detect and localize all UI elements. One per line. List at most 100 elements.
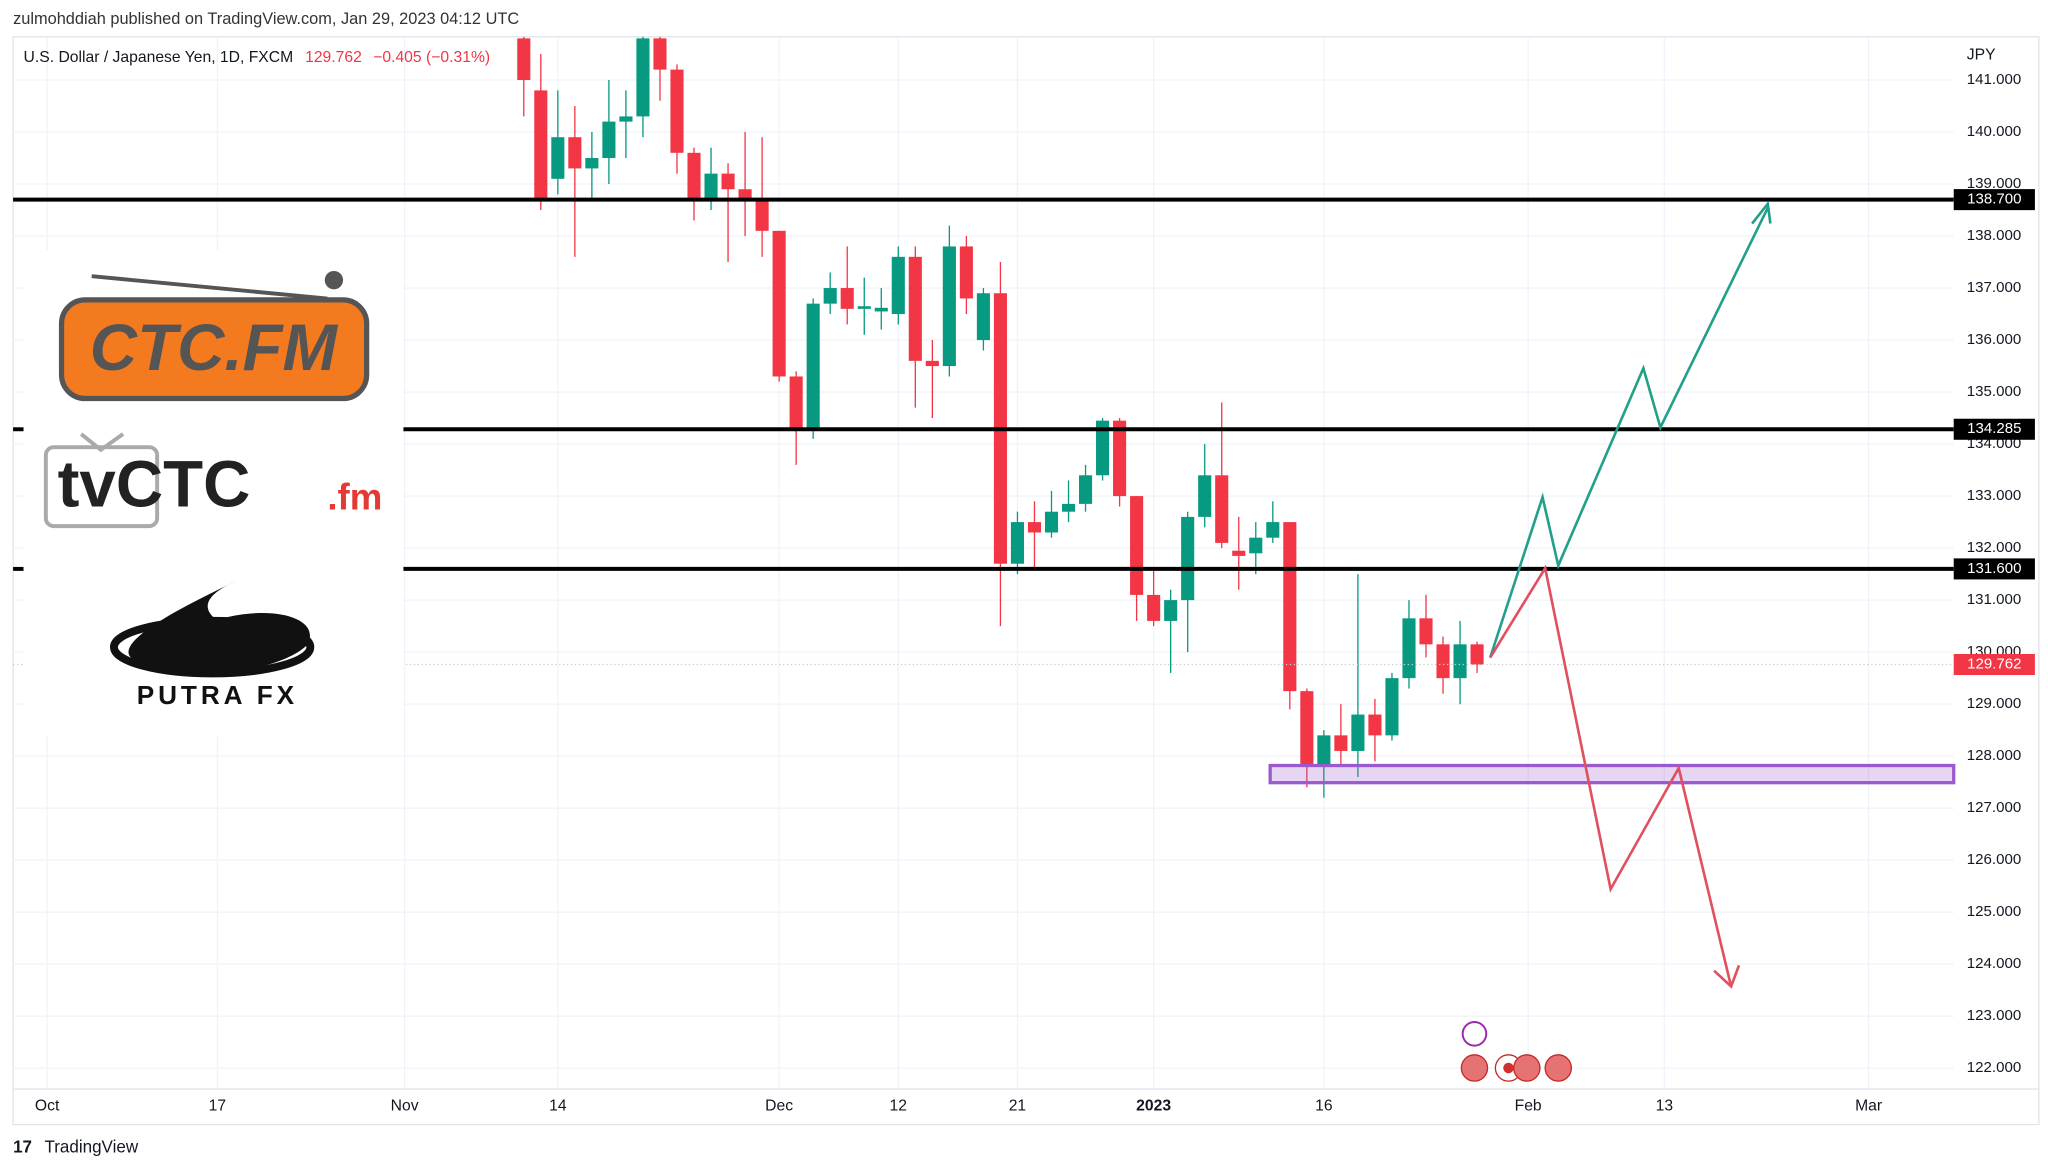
candle-body [1300, 691, 1314, 767]
y-tick-label: 125.000 [1967, 903, 2021, 920]
candle-body [891, 256, 905, 315]
level-box [1953, 189, 2035, 211]
logo-ctcfm: CTC.FM [90, 311, 339, 384]
candle-body [1147, 594, 1161, 621]
candle-body [619, 116, 633, 122]
candle-body [755, 199, 769, 231]
candle-body [602, 121, 616, 159]
level-label: 138.700 [1967, 191, 2021, 208]
candle-body [1402, 618, 1416, 679]
candle-body [840, 288, 854, 309]
level-box [1953, 418, 2035, 440]
candle-body [1010, 522, 1024, 564]
candle-body [636, 38, 650, 117]
candle-body [1061, 503, 1076, 512]
y-tick-label: 139.000 [1967, 175, 2021, 192]
candle-body [1130, 496, 1144, 595]
candle-body [772, 230, 786, 377]
y-tick-label: 138.000 [1967, 227, 2021, 244]
candle-body [1044, 511, 1059, 533]
x-tick-label: 14 [549, 1097, 567, 1114]
y-tick-label: 127.000 [1967, 799, 2021, 816]
x-tick-label: 2023 [1136, 1097, 1171, 1114]
currency: JPY [1967, 46, 1996, 63]
x-tick-label: Dec [765, 1097, 793, 1114]
logo-swirl [128, 581, 310, 674]
candle-body [1419, 618, 1433, 645]
arrow-head [1713, 964, 1741, 989]
candle-body [1470, 644, 1484, 665]
candle-body [517, 38, 531, 80]
x-tick-label: 16 [1315, 1097, 1333, 1114]
y-tick-label: 128.000 [1967, 747, 2021, 764]
candle-body [1351, 714, 1365, 751]
x-tick-label: 12 [890, 1097, 907, 1114]
x-tick-label: Feb [1515, 1097, 1542, 1114]
logo-fm: .fm [327, 476, 382, 517]
event-icons [1460, 1020, 1573, 1082]
y-tick-label: 137.000 [1967, 279, 2021, 296]
logo-ctcfm-box [58, 297, 370, 402]
y-tick-label: 132.000 [1967, 539, 2021, 556]
bearish-projection [1489, 564, 1733, 987]
candle-body [1096, 420, 1110, 476]
candle-body [534, 90, 548, 200]
bullish-projection [1488, 207, 1769, 659]
candle-body [959, 246, 973, 299]
y-tick-label: 133.000 [1967, 487, 2021, 504]
y-tick-label: 124.000 [1967, 955, 2021, 972]
candle-body [568, 137, 582, 169]
y-tick-label: 122.000 [1967, 1059, 2021, 1076]
x-tick-label: Mar [1855, 1097, 1882, 1114]
arrow-head [1751, 200, 1772, 225]
candle-body [1385, 678, 1399, 736]
candle-body [874, 307, 888, 312]
candle-body [1027, 522, 1042, 533]
candle-body [1453, 644, 1467, 679]
x-tick-label: 17 [209, 1097, 226, 1114]
candle-body [653, 38, 667, 70]
published-by: zulmohddiah published on TradingView.com… [13, 10, 519, 28]
y-tick-label: 140.000 [1967, 123, 2021, 140]
candle-body [1283, 522, 1297, 692]
candle-body [1266, 522, 1280, 538]
y-tick-label: 126.000 [1967, 851, 2021, 868]
y-tick-label: 123.000 [1967, 1007, 2021, 1024]
candle-body [1317, 735, 1331, 767]
candle-body [1181, 516, 1195, 601]
candle-body [585, 158, 599, 169]
x-tick-label: 13 [1656, 1097, 1674, 1114]
candle-body [687, 152, 701, 200]
candle-body [1113, 420, 1127, 497]
x-tick-label: Nov [391, 1097, 419, 1114]
candle-body [1215, 475, 1229, 543]
y-tick-label: 136.000 [1967, 331, 2021, 348]
footer: TradingView [45, 1138, 139, 1157]
support-zone [1268, 763, 1956, 785]
candle-body [670, 69, 684, 153]
y-tick-label: 129.000 [1967, 695, 2021, 712]
x-tick-label: 21 [1009, 1097, 1026, 1114]
y-tick-label: 135.000 [1967, 383, 2021, 400]
candle-body [551, 137, 565, 179]
tv-antenna [79, 432, 125, 453]
candle-body [857, 306, 871, 309]
logo-ring [109, 616, 315, 678]
level-label: 131.600 [1967, 560, 2021, 577]
logo-putrafx: PUTRA FX [137, 680, 298, 710]
level-box [1953, 558, 2035, 580]
candle-body [1198, 475, 1212, 517]
candle-body [738, 189, 752, 200]
candle-body [1334, 735, 1348, 751]
candle-body [1249, 537, 1263, 554]
x-tick-label: Oct [35, 1097, 60, 1114]
candle-body [806, 303, 820, 429]
candle-body [942, 246, 956, 367]
candle-body [1232, 550, 1246, 556]
last-price-header: 129.762 [305, 49, 362, 66]
level-label: 134.285 [1967, 420, 2021, 437]
y-tick-label: 141.000 [1967, 71, 2021, 88]
candle-body [925, 360, 939, 367]
